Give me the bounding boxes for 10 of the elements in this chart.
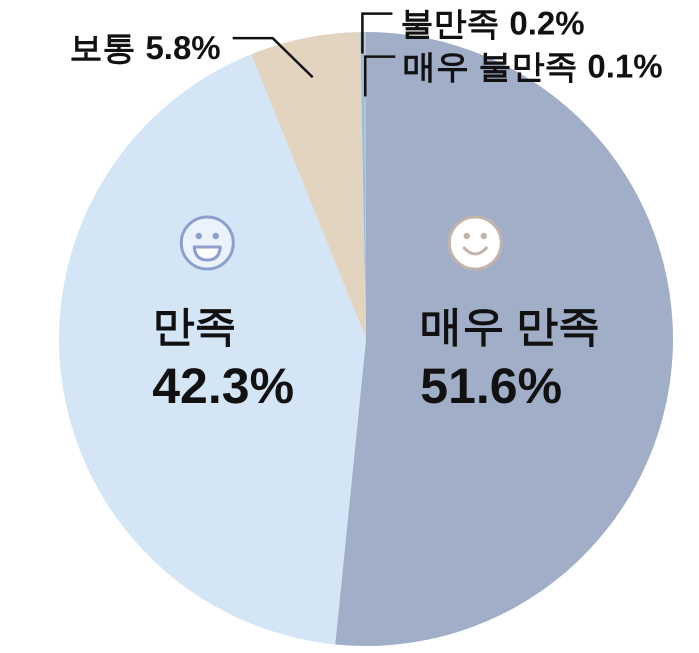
category-label: 만족 <box>152 302 236 349</box>
category-label: 보통 <box>69 29 136 66</box>
category-label: 불만족 <box>400 4 500 42</box>
value-label: 5.8% <box>145 29 221 66</box>
value-label: 0.1% <box>587 48 663 85</box>
category-label: 매우 불만족 <box>403 48 578 85</box>
value-label: 42.3% <box>152 358 294 414</box>
category-label: 매우 만족 <box>420 302 600 349</box>
value-label: 0.2% <box>509 4 585 42</box>
value-label: 51.6% <box>420 358 562 414</box>
